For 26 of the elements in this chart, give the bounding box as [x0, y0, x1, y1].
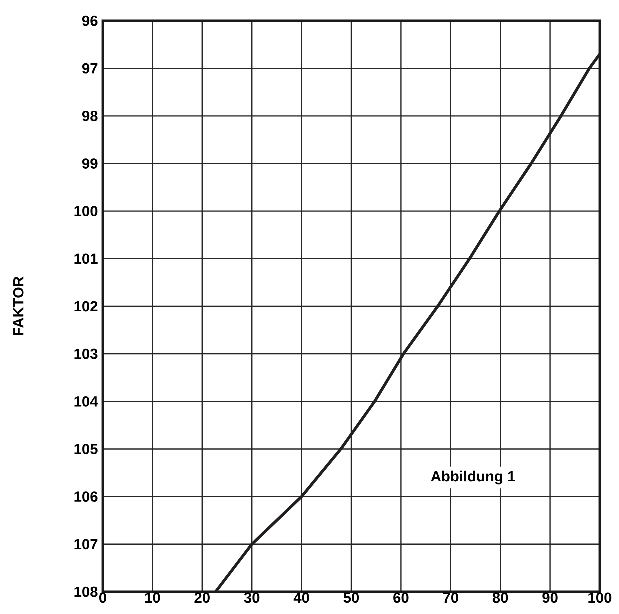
y-tick-label: 106 [74, 492, 98, 502]
y-tick-label: 105 [74, 444, 98, 454]
x-tick-label: 0 [100, 592, 106, 604]
y-tick-label: 102 [74, 301, 98, 312]
y-tick-label: 96 [82, 16, 98, 26]
y-tick-label: 107 [74, 539, 98, 550]
x-tick-label: 10 [145, 592, 160, 604]
y-tick-label: 99 [82, 158, 98, 169]
x-tick-label: 70 [443, 592, 458, 604]
y-axis-title: FAKTOR [13, 276, 24, 336]
x-tick-label: 100 [588, 592, 612, 604]
y-tick-label: 104 [74, 396, 98, 407]
y-tick-label: 100 [74, 206, 98, 217]
x-tick-label: 80 [492, 592, 508, 604]
y-tick-label: 108 [74, 586, 98, 598]
annotation: Abbildung 1 [431, 470, 516, 485]
y-tick-label: 101 [74, 254, 98, 264]
x-tick-label: 50 [344, 592, 360, 604]
x-tick-label: 20 [194, 592, 210, 604]
y-tick-label: 98 [82, 110, 98, 122]
x-tick-label: 40 [294, 592, 310, 604]
x-tick-label: 60 [394, 592, 409, 604]
x-tick-label: 90 [542, 592, 558, 604]
y-tick-label: 103 [74, 348, 98, 360]
y-tick-label: 97 [82, 63, 98, 74]
x-tick-label: 30 [244, 592, 260, 604]
